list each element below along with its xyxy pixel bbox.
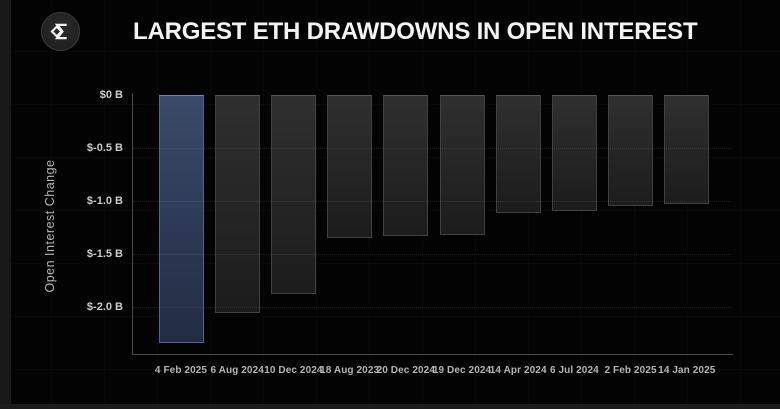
x-tick-10-dec-2024: 10 Dec 2024	[264, 365, 323, 376]
bar-10-dec-2024	[270, 95, 316, 294]
y-tick-label: $-2.0 B	[86, 300, 123, 313]
y-tick-label: $0 B	[99, 89, 123, 101]
x-tick-20-dec-2024: 20 Dec 2024	[376, 365, 435, 376]
sigma-diamond-icon	[50, 23, 67, 40]
bar-20-dec-2024	[383, 95, 429, 236]
x-tick-4-feb-2025: 4 Feb 2025	[154, 365, 208, 376]
y-axis-title: Open Interest Change	[43, 159, 57, 293]
x-tick-19-dec-2024: 19 Dec 2024	[432, 365, 492, 376]
brand-logo	[41, 12, 80, 51]
bar-4-feb-2025	[158, 95, 204, 343]
h-gridline-1.5	[133, 253, 733, 255]
x-tick-2-feb-2025: 2 Feb 2025	[604, 365, 657, 376]
x-tick-6-jul-2024: 6 Jul 2024	[549, 365, 599, 376]
bar-6-jul-2024	[551, 95, 597, 212]
y-tick-label: $-0.5 B	[86, 141, 123, 154]
y-tick-label: $-1.5 B	[86, 247, 123, 260]
bar-18-aug-2023	[327, 95, 373, 238]
bar-19-dec-2024	[439, 95, 485, 235]
h-gridline-2	[133, 306, 733, 308]
bar-2-feb-2025	[608, 95, 654, 207]
y-axis-line	[132, 93, 133, 354]
bar-14-jan-2025	[664, 95, 710, 204]
x-tick-14-jan-2025: 14 Jan 2025	[658, 365, 716, 376]
x-tick-6-aug-2024: 6 Aug 2024	[210, 365, 264, 376]
bottom-edge-strip	[0, 404, 780, 409]
chart-title: LARGEST ETH DRAWDOWNS IN OPEN INTEREST	[133, 18, 698, 45]
h-gridline-1	[133, 200, 733, 202]
bar-6-aug-2024	[214, 95, 260, 313]
left-edge-strip	[0, 0, 11, 409]
h-gridline-0.5	[133, 147, 733, 149]
bar-14-apr-2024	[495, 95, 541, 214]
y-tick-label: $-1.0 B	[86, 194, 123, 207]
x-tick-18-aug-2023: 18 Aug 2023	[320, 365, 380, 376]
x-tick-14-apr-2024: 14 Apr 2024	[489, 365, 547, 376]
x-axis-line	[132, 354, 733, 355]
